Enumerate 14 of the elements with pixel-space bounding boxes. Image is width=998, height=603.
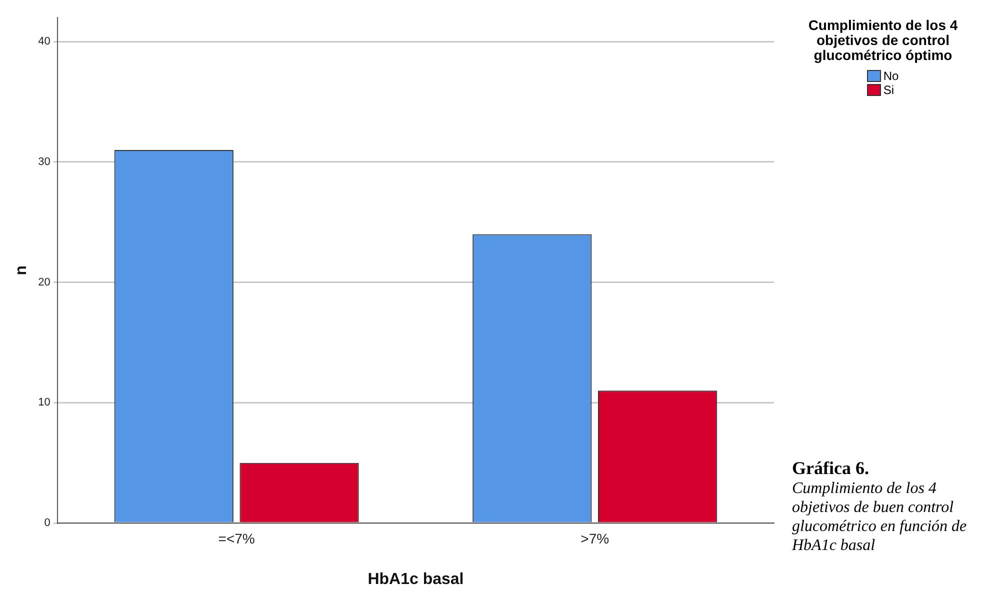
legend-label: Si [883,83,894,97]
y-tick-label: 0 [44,517,50,530]
y-tick-label: 30 [38,156,50,168]
x-tick-label: >7% [580,530,610,546]
y-axis-title: n [13,265,30,276]
x-axis-title: HbA1c basal [368,570,464,588]
y-tick-label: 10 [38,396,50,409]
x-tick-label: =<7% [218,530,255,546]
y-tick-label: 40 [38,36,50,48]
text: Gráfica 6. [792,458,870,479]
legend-label: No [883,69,899,83]
text: Cumplimiento de los 4 objetivos de buen control glucométrico en función de HbA1c basal [792,479,968,555]
y-tick-label: 20 [38,276,50,288]
legend-title: Cumplimiento de los 4 objetivos de control glucométrico óptimo [807,17,959,63]
